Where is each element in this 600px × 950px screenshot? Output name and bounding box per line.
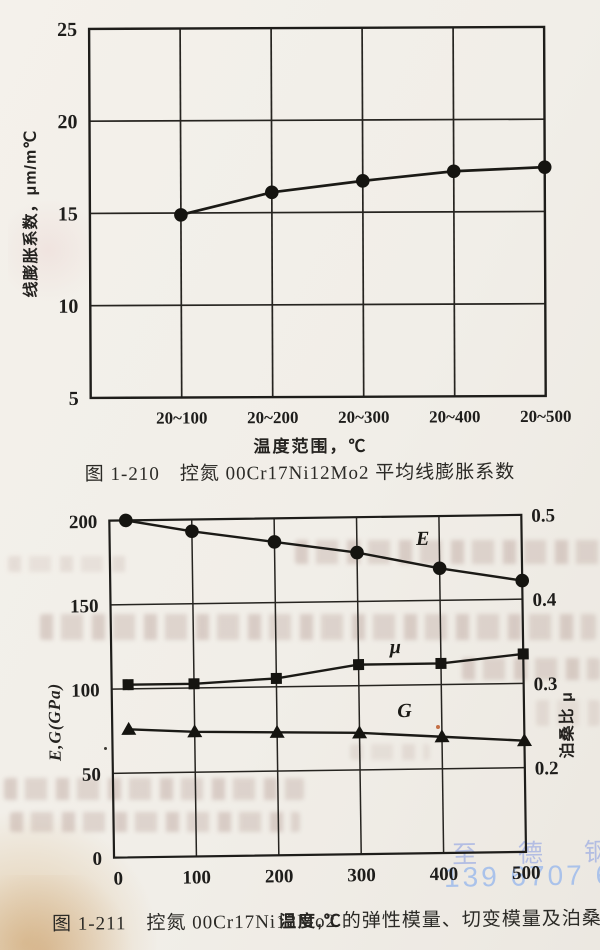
data-point bbox=[352, 659, 365, 671]
fig211-gridlines bbox=[110, 516, 525, 857]
svg-text:150: 150 bbox=[70, 596, 99, 617]
fig210-plot-frame bbox=[87, 25, 547, 400]
scan-speck bbox=[104, 747, 107, 750]
svg-text:20~500: 20~500 bbox=[520, 407, 571, 426]
svg-text:25: 25 bbox=[57, 19, 77, 41]
svg-text:20~300: 20~300 bbox=[338, 408, 389, 427]
svg-text:0.5: 0.5 bbox=[531, 505, 555, 526]
data-point bbox=[537, 160, 552, 174]
svg-text:100: 100 bbox=[71, 680, 100, 701]
fig211-right-axis-title: 泊桑比 μ bbox=[557, 691, 577, 759]
bleed-through-text bbox=[8, 556, 128, 572]
svg-text:20: 20 bbox=[57, 111, 77, 133]
svg-text:0.2: 0.2 bbox=[535, 758, 559, 779]
fig210-y-axis-title: 线膨胀系数，μm/m℃ bbox=[21, 130, 41, 298]
series-label-E: E bbox=[415, 528, 430, 550]
data-point bbox=[269, 724, 285, 738]
data-point bbox=[187, 724, 203, 738]
data-point bbox=[121, 721, 137, 735]
data-point bbox=[446, 164, 461, 179]
svg-text:15: 15 bbox=[58, 203, 78, 225]
svg-text:20~100: 20~100 bbox=[156, 408, 207, 427]
data-point bbox=[517, 733, 533, 747]
bleed-through-text bbox=[40, 614, 596, 640]
data-point bbox=[265, 185, 279, 200]
series-G bbox=[121, 721, 533, 747]
bleed-through-text bbox=[350, 744, 430, 760]
bleed-through-text bbox=[4, 778, 304, 800]
data-point bbox=[185, 524, 199, 539]
fig211-plot-frame bbox=[108, 513, 528, 859]
bleed-through-text bbox=[462, 658, 600, 680]
scan-speck bbox=[436, 725, 440, 729]
fig211-x-axis-title: 温度,℃ bbox=[279, 910, 343, 931]
svg-text:5: 5 bbox=[69, 388, 79, 410]
chart-linear-expansion: 5 10 15 20 25 20~100 20~200 20~300 20~400 20~500 线… bbox=[21, 19, 572, 456]
data-point bbox=[122, 679, 134, 691]
svg-text:10: 10 bbox=[58, 296, 78, 318]
data-point bbox=[435, 657, 447, 670]
svg-text:0.3: 0.3 bbox=[534, 674, 558, 695]
data-point bbox=[174, 208, 188, 222]
data-point bbox=[188, 678, 200, 690]
svg-text:100: 100 bbox=[182, 867, 211, 888]
svg-text:500: 500 bbox=[512, 863, 541, 884]
fig211-axis-ticks: 0 50 100 150 200 0.2 0.3 0.4 0.5 0 100 200 300 400 500 bbox=[69, 505, 559, 889]
svg-text:50: 50 bbox=[82, 765, 101, 786]
data-point bbox=[355, 174, 370, 188]
series-E bbox=[119, 513, 530, 588]
data-point bbox=[517, 648, 529, 660]
series-μ bbox=[122, 648, 529, 691]
svg-text:400: 400 bbox=[430, 864, 459, 885]
series-label-μ: μ bbox=[389, 636, 401, 658]
data-point bbox=[515, 573, 530, 588]
svg-text:200: 200 bbox=[69, 512, 98, 533]
svg-text:200: 200 bbox=[265, 866, 294, 887]
fig211-left-axis-title: E,G(GPa) bbox=[45, 683, 65, 763]
data-point bbox=[432, 561, 447, 576]
chart-elastic-modulus: 0 50 100 150 200 0.2 0.3 0.4 0.5 0 100 200 300 400 500… bbox=[45, 505, 577, 931]
svg-text:0.4: 0.4 bbox=[532, 590, 557, 611]
svg-text:0: 0 bbox=[113, 868, 123, 889]
fig210-x-axis-title: 温度范围，℃ bbox=[253, 436, 367, 456]
fig210-axis-ticks: 5 10 15 20 25 20~100 20~200 20~300 20~400 20~500 bbox=[57, 19, 571, 428]
data-point bbox=[270, 672, 282, 684]
data-point bbox=[350, 545, 364, 560]
data-point bbox=[434, 729, 450, 743]
bleed-through-text bbox=[536, 700, 600, 726]
figure-1-210-caption: 图 1-210 控氮 00Cr17Ni12Mo2 平均线膨胀系数 bbox=[84, 461, 516, 486]
data-point bbox=[352, 725, 368, 739]
svg-text:300: 300 bbox=[347, 865, 376, 886]
figure-1-211-caption: 图 1-211 控氮 00Cr17Ni12Mo2 的弹性模量、切变模量及泊桑比 bbox=[51, 908, 600, 935]
data-point bbox=[267, 535, 282, 549]
svg-text:0: 0 bbox=[92, 849, 102, 870]
fig210-gridlines bbox=[89, 26, 547, 398]
svg-text:20~400: 20~400 bbox=[429, 407, 480, 426]
svg-text:20~200: 20~200 bbox=[247, 408, 298, 427]
data-point bbox=[119, 513, 133, 528]
series-label-G: G bbox=[397, 700, 412, 722]
